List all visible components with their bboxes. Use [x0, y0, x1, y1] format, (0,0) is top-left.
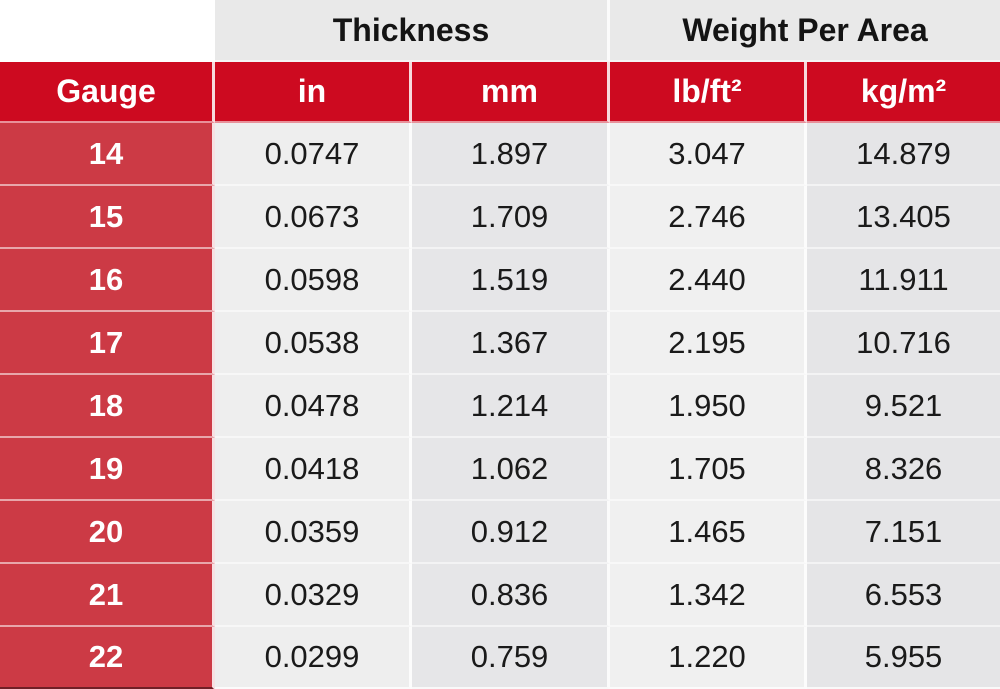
gauge-cell: 19: [0, 438, 215, 501]
value-cell-kg-m2: 8.326: [807, 438, 1000, 501]
value-cell-mm: 1.214: [412, 375, 611, 438]
value-cell-mm: 0.759: [412, 627, 611, 689]
gauge-cell: 14: [0, 123, 215, 186]
table-row: 19 0.0418 1.062 1.705 8.326: [0, 438, 1000, 501]
gauge-cell: 21: [0, 564, 215, 627]
value-cell-lb-ft2: 1.950: [610, 375, 808, 438]
value-cell-mm: 1.519: [412, 249, 611, 312]
group-header-row: Thickness Weight Per Area: [0, 0, 1000, 62]
column-header-kg-m2: kg/m²: [807, 62, 1000, 123]
table-row: 15 0.0673 1.709 2.746 13.405: [0, 186, 1000, 249]
value-cell-kg-m2: 14.879: [807, 123, 1000, 186]
value-cell-mm: 1.367: [412, 312, 611, 375]
gauge-cell: 20: [0, 501, 215, 564]
table-row: 17 0.0538 1.367 2.195 10.716: [0, 312, 1000, 375]
table-row: 14 0.0747 1.897 3.047 14.879: [0, 123, 1000, 186]
column-header-lb-ft2: lb/ft²: [610, 62, 808, 123]
column-header-row: Gauge in mm lb/ft² kg/m²: [0, 62, 1000, 123]
value-cell-in: 0.0538: [215, 312, 412, 375]
value-cell-kg-m2: 7.151: [807, 501, 1000, 564]
table-row: 20 0.0359 0.912 1.465 7.151: [0, 501, 1000, 564]
group-header-thickness: Thickness: [215, 0, 611, 62]
table-row: 16 0.0598 1.519 2.440 11.911: [0, 249, 1000, 312]
gauge-cell: 18: [0, 375, 215, 438]
value-cell-lb-ft2: 1.705: [610, 438, 808, 501]
value-cell-lb-ft2: 3.047: [610, 123, 808, 186]
value-cell-mm: 1.062: [412, 438, 611, 501]
group-header-weight-per-area: Weight Per Area: [610, 0, 1000, 62]
column-header-in: in: [215, 62, 412, 123]
gauge-cell: 15: [0, 186, 215, 249]
value-cell-in: 0.0359: [215, 501, 412, 564]
value-cell-lb-ft2: 2.440: [610, 249, 808, 312]
value-cell-mm: 1.897: [412, 123, 611, 186]
value-cell-in: 0.0418: [215, 438, 412, 501]
table-row: 22 0.0299 0.759 1.220 5.955: [0, 627, 1000, 689]
column-header-gauge: Gauge: [0, 62, 215, 123]
value-cell-kg-m2: 6.553: [807, 564, 1000, 627]
value-cell-kg-m2: 9.521: [807, 375, 1000, 438]
value-cell-mm: 0.912: [412, 501, 611, 564]
value-cell-mm: 1.709: [412, 186, 611, 249]
value-cell-in: 0.0673: [215, 186, 412, 249]
value-cell-kg-m2: 10.716: [807, 312, 1000, 375]
value-cell-lb-ft2: 2.195: [610, 312, 808, 375]
table-row: 21 0.0329 0.836 1.342 6.553: [0, 564, 1000, 627]
value-cell-in: 0.0329: [215, 564, 412, 627]
value-cell-lb-ft2: 1.342: [610, 564, 808, 627]
value-cell-in: 0.0299: [215, 627, 412, 689]
value-cell-in: 0.0747: [215, 123, 412, 186]
value-cell-in: 0.0478: [215, 375, 412, 438]
table-row: 18 0.0478 1.214 1.950 9.521: [0, 375, 1000, 438]
value-cell-lb-ft2: 1.465: [610, 501, 808, 564]
corner-spacer: [0, 0, 215, 62]
gauge-cell: 22: [0, 627, 215, 689]
gauge-cell: 17: [0, 312, 215, 375]
column-header-mm: mm: [412, 62, 611, 123]
value-cell-kg-m2: 13.405: [807, 186, 1000, 249]
value-cell-kg-m2: 5.955: [807, 627, 1000, 689]
gauge-cell: 16: [0, 249, 215, 312]
value-cell-lb-ft2: 1.220: [610, 627, 808, 689]
value-cell-kg-m2: 11.911: [807, 249, 1000, 312]
value-cell-mm: 0.836: [412, 564, 611, 627]
value-cell-in: 0.0598: [215, 249, 412, 312]
value-cell-lb-ft2: 2.746: [610, 186, 808, 249]
